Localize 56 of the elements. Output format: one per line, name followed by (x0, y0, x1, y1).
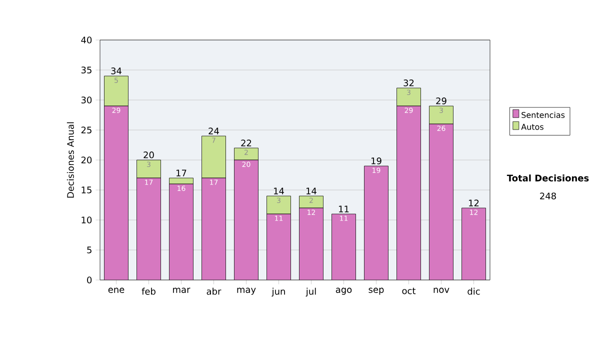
total-label: 17 (176, 170, 186, 176)
bar (169, 184, 194, 280)
x-tick-label: dic (468, 288, 480, 295)
y-tick-label: 30 (81, 96, 92, 104)
x-tick-label: jun (272, 288, 285, 296)
y-tick-label: 40 (81, 36, 92, 44)
total-label: 19 (372, 157, 382, 164)
total-label: 12 (469, 200, 479, 206)
total-label: 32 (404, 79, 414, 86)
bar (462, 208, 486, 280)
legend-label: Sentencias (522, 112, 565, 118)
bar (332, 214, 356, 280)
bar (202, 178, 226, 280)
x-tick-label: jul (306, 288, 316, 296)
bar (429, 124, 454, 280)
x-tick-label: feb (142, 288, 156, 295)
x-tick-label: may (237, 288, 256, 295)
text: 248 (540, 192, 556, 200)
bar (136, 160, 161, 178)
bar (364, 166, 388, 280)
x-tick-label: ago (336, 288, 352, 295)
bar (136, 178, 161, 280)
x-tick-label: sep (368, 288, 384, 295)
bar (169, 178, 194, 184)
bar (266, 214, 291, 280)
y-tick-label: 10 (82, 216, 92, 224)
y-tick-label: 20 (81, 156, 92, 164)
y-tick-label: 25 (81, 126, 92, 134)
y-tick-label: 5 (87, 246, 92, 254)
bar (299, 208, 324, 280)
total-label: 20 (144, 151, 154, 158)
x-tick-label: oct (402, 288, 416, 294)
x-tick-label: mar (173, 288, 190, 293)
x-tick-label: nov (434, 288, 450, 293)
total-label: 24 (208, 128, 219, 134)
total-label: 14 (274, 188, 284, 194)
total-label: 29 (436, 97, 446, 104)
y-tick-label: 15 (82, 186, 92, 194)
total-label: 14 (306, 188, 316, 194)
bar (234, 148, 258, 160)
bar (202, 136, 226, 178)
legend-label: Autos (521, 124, 544, 130)
total-label: 34 (111, 67, 122, 74)
x-tick-label: abr (206, 288, 222, 295)
bar (266, 196, 291, 214)
total-label: 11 (339, 206, 349, 212)
bar (234, 160, 258, 280)
y-tick-label: 35 (81, 66, 92, 74)
text: Total Decisiones (506, 174, 589, 182)
bar (299, 196, 324, 208)
total-label: 22 (241, 140, 252, 146)
y-tick-label: 0 (87, 276, 92, 284)
y-axis-title: Decisiones Anual (66, 122, 74, 198)
x-tick-label: ene (108, 288, 124, 293)
bar (396, 106, 421, 280)
bar (104, 106, 128, 280)
